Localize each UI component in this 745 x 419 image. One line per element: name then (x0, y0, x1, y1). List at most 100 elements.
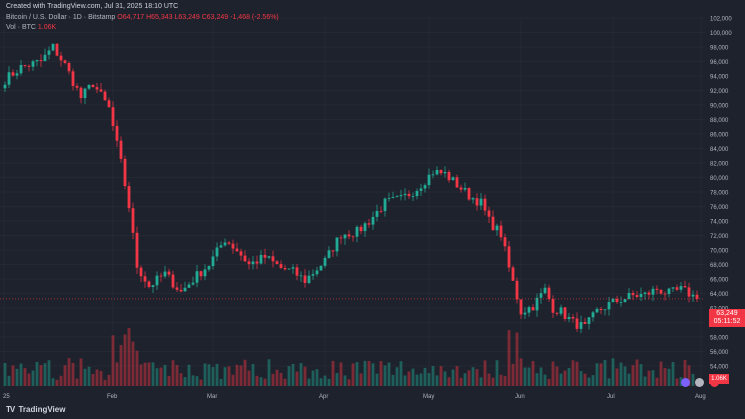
candle-body (491, 216, 495, 231)
volume-bar (463, 373, 467, 386)
candle-body (239, 251, 243, 256)
candle-body (579, 321, 583, 329)
volume-bar (35, 361, 39, 386)
candle-body (451, 177, 455, 181)
volume-bar (615, 368, 619, 386)
time-axis[interactable]: 25 Feb Mar Apr May Jun Jul Aug (3, 394, 706, 400)
candle-body (139, 267, 143, 277)
volume-bar (3, 363, 7, 386)
candle-body (23, 64, 27, 66)
candle-body (371, 216, 375, 225)
logo-text: TradingView (18, 405, 66, 414)
candle-body (51, 43, 55, 51)
time-tick-label: Aug (695, 394, 706, 400)
volume-bar (599, 363, 603, 386)
candle-body (223, 242, 227, 246)
candle-body (303, 275, 307, 283)
candle-body (559, 307, 563, 314)
candle-body (235, 248, 239, 252)
volume-bar (423, 367, 427, 386)
candle-body (279, 264, 283, 268)
candle-body (495, 225, 499, 231)
candle-body (643, 292, 647, 294)
candle-body (535, 297, 539, 311)
candle-body (67, 63, 71, 72)
volume-bar (511, 363, 515, 386)
candle-body (31, 61, 35, 67)
volume-bar (647, 370, 651, 386)
volume-bar (691, 373, 695, 386)
candle-body (155, 275, 159, 286)
volume-bar (495, 360, 499, 386)
candle-body (107, 100, 111, 108)
volume-label[interactable]: Vol · BTC (6, 24, 36, 31)
volume-bar (459, 377, 463, 386)
volume-bar (451, 369, 455, 386)
volume-bar (587, 377, 591, 386)
last-price-tag: 63,249 05:11:52 (709, 309, 745, 327)
candle-body (655, 288, 659, 290)
candle-body (251, 261, 255, 265)
volume-bar (83, 368, 87, 386)
volume-bar (211, 367, 215, 386)
candle-body (547, 287, 551, 299)
volume-bar (63, 365, 67, 386)
volume-bar (551, 361, 555, 386)
volume-bar (267, 359, 271, 386)
time-tick-label: 25 (3, 394, 10, 400)
volume-bar (123, 334, 127, 386)
tradingview-logo: TV TradingView (6, 405, 65, 414)
candle-body (411, 196, 415, 197)
volume-bar (255, 375, 259, 386)
candle-body (15, 73, 19, 76)
price-axis[interactable]: 102,000 100,000 98,000 96,000 94,000 92,000 90… (710, 17, 732, 371)
volume-bar (343, 375, 347, 386)
volume-bar (151, 362, 155, 386)
candle-body (611, 298, 615, 303)
candle-body (531, 307, 535, 311)
candle-body (431, 174, 435, 176)
volume-bar (411, 368, 415, 386)
candle-body (515, 280, 519, 300)
volume-bar (23, 368, 27, 386)
candle-body (695, 294, 699, 299)
volume-bar (499, 374, 503, 386)
volume-bar (523, 367, 527, 386)
candle-body (219, 245, 223, 248)
candle-body (291, 267, 295, 269)
volume-bar (507, 330, 511, 386)
volume-bar (371, 363, 375, 386)
volume-bar (191, 375, 195, 386)
volume-bar (539, 367, 543, 386)
flag-icon[interactable] (695, 378, 705, 388)
volume-bar (363, 360, 367, 386)
candle-body (63, 60, 67, 64)
candle-body (47, 50, 51, 55)
volume-bar (431, 366, 435, 386)
settings-icon[interactable] (681, 378, 690, 388)
volume-bar (119, 345, 123, 386)
candle-body (623, 299, 627, 302)
volume-bar (79, 358, 83, 386)
volume-bar (487, 373, 491, 386)
candle-body (171, 274, 175, 288)
price-tick-label: 74,000 (710, 220, 729, 226)
price-tick-label: 68,000 (710, 263, 729, 269)
candle-body (539, 293, 543, 298)
volume-bar (383, 365, 387, 386)
volume-bar (195, 376, 199, 386)
candle-body (395, 196, 399, 198)
volume-bar (335, 372, 339, 386)
symbol-name[interactable]: Bitcoin / U.S. Dollar · 1D · Bitstamp (6, 14, 116, 21)
bar-countdown: 05:11:52 (713, 318, 741, 325)
candle-body (231, 243, 235, 249)
candle-body (607, 302, 611, 310)
volume-bar (159, 367, 163, 386)
price-tick-label: 72,000 (710, 234, 729, 240)
volume-bar (475, 369, 479, 386)
volume-bar (579, 371, 583, 386)
volume-bar (199, 379, 203, 386)
candle-body (399, 195, 403, 197)
candle-body (575, 318, 579, 329)
